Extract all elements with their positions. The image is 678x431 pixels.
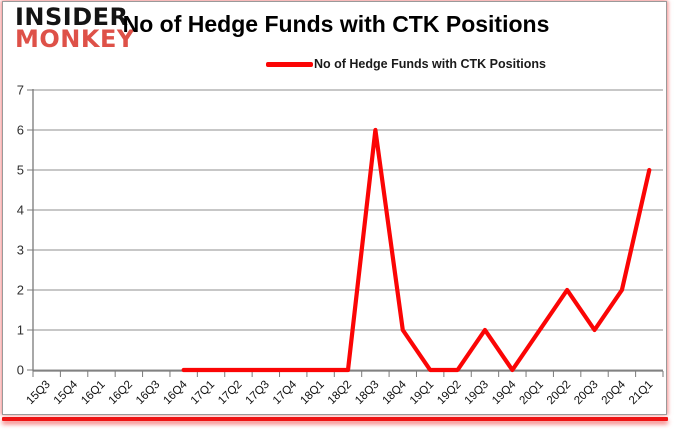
x-axis-tick-label: 16Q1 (79, 379, 107, 407)
x-axis-tick-label: 19Q1 (408, 379, 436, 407)
red-accent-bar (2, 417, 668, 421)
x-axis-tick-label: 20Q1 (517, 379, 545, 407)
legend-label: No of Hedge Funds with CTK Positions (314, 57, 546, 71)
x-axis-tick-label: 20Q2 (545, 379, 573, 407)
x-axis-tick-label: 19Q3 (463, 379, 491, 407)
x-axis-tick-label: 16Q3 (134, 379, 162, 407)
chart-title: No of Hedge Funds with CTK Positions (122, 11, 550, 37)
legend-line-marker (266, 61, 313, 67)
y-axis-tick-label: 3 (17, 243, 24, 258)
x-axis-tick-label: 17Q1 (189, 379, 217, 407)
logo-text-insider: INSIDER (15, 3, 129, 31)
x-axis-tick-label: 16Q4 (161, 378, 190, 407)
x-axis-tick-label: 20Q4 (600, 378, 629, 407)
x-axis-tick-label: 15Q4 (52, 378, 81, 407)
x-axis-tick-label: 21Q1 (627, 379, 655, 407)
x-axis-tick-label: 17Q4 (271, 378, 300, 407)
x-axis-tick-label: 18Q3 (353, 379, 381, 407)
x-axis-tick-label: 18Q1 (298, 379, 326, 407)
legend: No of Hedge Funds with CTK Positions (266, 57, 546, 71)
y-axis-tick-label: 1 (17, 323, 24, 338)
y-axis-tick-label: 5 (17, 163, 24, 178)
logo-text-monkey: MONKEY (15, 24, 135, 53)
x-axis-tick-label: 18Q4 (381, 378, 410, 407)
y-axis-tick-label: 4 (17, 203, 24, 218)
x-axis-tick-label: 18Q2 (326, 379, 354, 407)
x-axis-tick-label: 19Q2 (435, 379, 463, 407)
x-axis-tick-label: 16Q2 (107, 379, 135, 407)
x-axis-tick-label: 17Q2 (216, 379, 244, 407)
x-axis-tick-label: 17Q3 (244, 379, 272, 407)
y-axis-tick-label: 2 (17, 283, 24, 298)
x-axis-tick-label: 19Q4 (490, 378, 519, 407)
x-axis-tick-label: 15Q3 (24, 379, 52, 407)
chart-panel-border (2, 1, 667, 415)
insider-monkey-logo: INSIDER MONKEY (15, 3, 135, 53)
series-line (181, 127, 652, 373)
x-axis-tick-label: 20Q3 (572, 379, 600, 407)
y-axis-tick-label: 6 (17, 123, 24, 138)
y-axis-tick-label: 7 (17, 83, 24, 98)
y-axis-tick-label: 0 (17, 363, 24, 378)
